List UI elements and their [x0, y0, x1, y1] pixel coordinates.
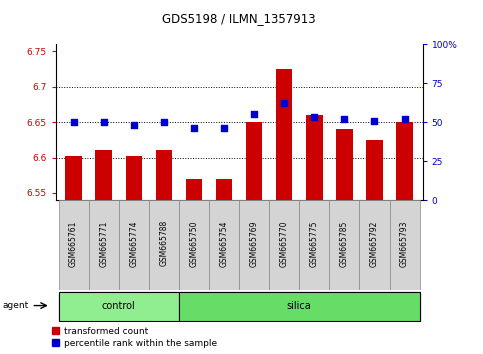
Text: GSM665793: GSM665793 [400, 220, 409, 267]
FancyBboxPatch shape [269, 200, 299, 290]
Bar [185, 179, 202, 200]
Bar [366, 140, 383, 200]
Bar [65, 156, 82, 200]
FancyBboxPatch shape [58, 200, 89, 290]
Point [280, 101, 288, 106]
Text: GSM665771: GSM665771 [99, 220, 108, 267]
Text: GSM665775: GSM665775 [310, 220, 319, 267]
Text: GSM665750: GSM665750 [189, 220, 199, 267]
Text: GSM665761: GSM665761 [69, 220, 78, 267]
Text: GSM665774: GSM665774 [129, 220, 138, 267]
Text: GSM665792: GSM665792 [370, 220, 379, 267]
FancyBboxPatch shape [179, 200, 209, 290]
Point [311, 115, 318, 120]
FancyBboxPatch shape [389, 200, 420, 290]
Bar [306, 115, 323, 200]
FancyBboxPatch shape [359, 200, 389, 290]
FancyBboxPatch shape [209, 200, 239, 290]
Bar [156, 150, 172, 200]
Point [220, 126, 228, 131]
FancyBboxPatch shape [299, 200, 329, 290]
Text: control: control [102, 301, 136, 310]
Point [370, 118, 378, 124]
Point [401, 116, 409, 122]
FancyBboxPatch shape [119, 200, 149, 290]
Text: GSM665788: GSM665788 [159, 220, 169, 267]
Bar [96, 150, 112, 200]
Point [250, 112, 258, 117]
Text: silica: silica [287, 301, 312, 310]
Bar [396, 122, 413, 200]
FancyBboxPatch shape [329, 200, 359, 290]
Bar [246, 122, 262, 200]
Point [190, 126, 198, 131]
Text: agent: agent [2, 301, 28, 310]
Text: GSM665769: GSM665769 [250, 220, 258, 267]
FancyBboxPatch shape [58, 292, 179, 321]
Bar [126, 156, 142, 200]
FancyBboxPatch shape [179, 292, 420, 321]
Point [70, 119, 77, 125]
Bar [276, 69, 293, 200]
Point [160, 119, 168, 125]
Text: GDS5198 / ILMN_1357913: GDS5198 / ILMN_1357913 [162, 12, 316, 25]
Bar [336, 129, 353, 200]
FancyBboxPatch shape [149, 200, 179, 290]
Point [100, 119, 108, 125]
Point [130, 122, 138, 128]
Point [341, 116, 348, 122]
Text: GSM665785: GSM665785 [340, 220, 349, 267]
FancyBboxPatch shape [239, 200, 269, 290]
Text: GSM665754: GSM665754 [220, 220, 228, 267]
Bar [216, 179, 232, 200]
Text: GSM665770: GSM665770 [280, 220, 289, 267]
FancyBboxPatch shape [89, 200, 119, 290]
Legend: transformed count, percentile rank within the sample: transformed count, percentile rank withi… [50, 325, 219, 349]
